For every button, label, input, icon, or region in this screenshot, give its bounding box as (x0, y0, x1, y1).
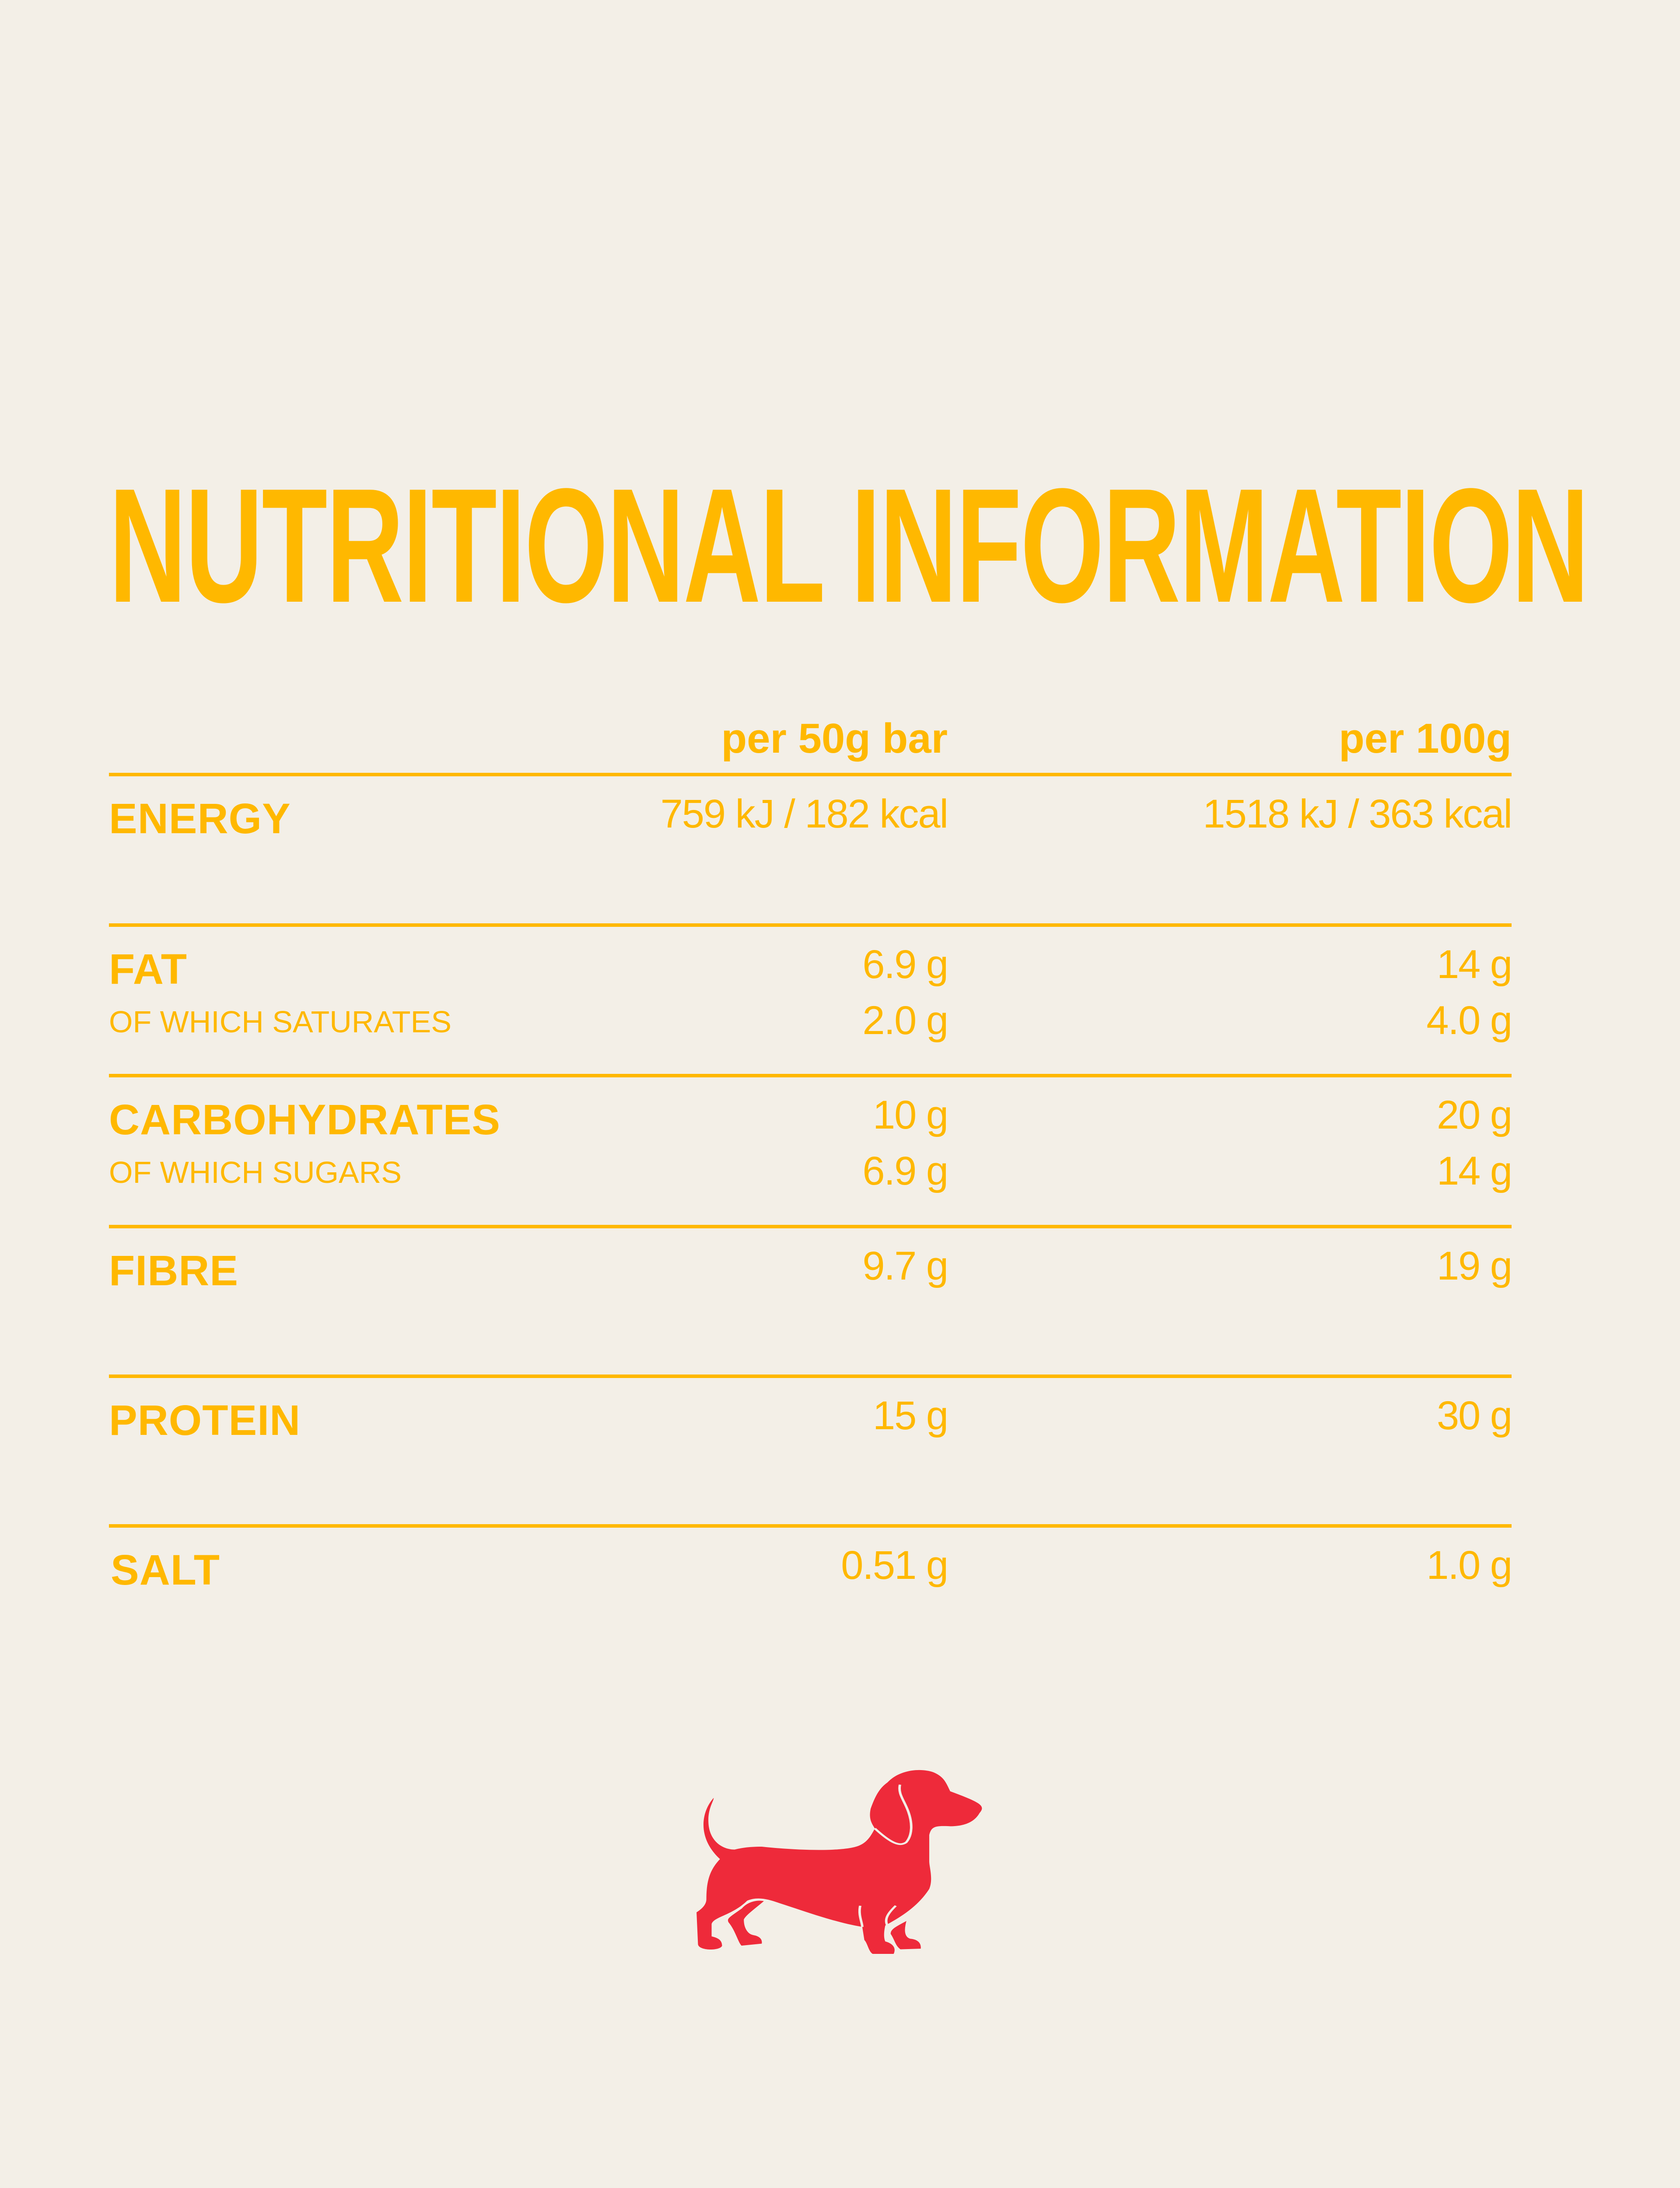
energy-per-100g: 1518 kJ / 363 kcal (1203, 792, 1512, 836)
divider (109, 1074, 1512, 1077)
row-label-carbohydrates: CARBOHYDRATES (109, 1096, 500, 1143)
row-label-fibre: FIBRE (109, 1247, 238, 1294)
protein-per-100g: 30 g (1436, 1393, 1512, 1438)
fat-per-100g: 14 g (1436, 942, 1512, 987)
carbohydrates-per-100g: 20 g (1436, 1093, 1512, 1137)
salt-per-100g: 1.0 g (1426, 1543, 1512, 1588)
sugars-per-100g: 14 g (1436, 1149, 1512, 1193)
carbohydrates-per-bar: 10 g (872, 1093, 948, 1137)
saturates-per-100g: 4.0 g (1426, 998, 1512, 1043)
row-label-fat: FAT (109, 945, 188, 993)
energy-per-bar: 759 kJ / 182 kcal (660, 792, 948, 836)
column-header-per-100g: per 100g (1339, 715, 1512, 762)
row-label-energy: ENERGY (109, 795, 291, 842)
page-title: NUTRITIONAL INFORMATION (109, 454, 1589, 636)
divider (109, 923, 1512, 927)
divider (109, 1225, 1512, 1228)
salt-per-bar: 0.51 g (841, 1543, 948, 1588)
divider (109, 773, 1512, 776)
divider (109, 1524, 1512, 1528)
row-label-salt: SALT (111, 1546, 220, 1594)
divider (109, 1375, 1512, 1378)
protein-per-bar: 15 g (872, 1393, 948, 1438)
column-header-per-bar: per 50g bar (721, 715, 948, 762)
fat-per-bar: 6.9 g (862, 942, 948, 987)
row-label-sugars: OF WHICH SUGARS (109, 1155, 402, 1189)
sugars-per-bar: 6.9 g (862, 1149, 948, 1193)
fibre-per-bar: 9.7 g (862, 1244, 948, 1288)
row-label-saturates: OF WHICH SATURATES (109, 1005, 452, 1039)
saturates-per-bar: 2.0 g (862, 998, 948, 1043)
row-label-protein: PROTEIN (109, 1396, 301, 1444)
dachshund-icon (696, 1770, 982, 1954)
fibre-per-100g: 19 g (1436, 1244, 1512, 1288)
